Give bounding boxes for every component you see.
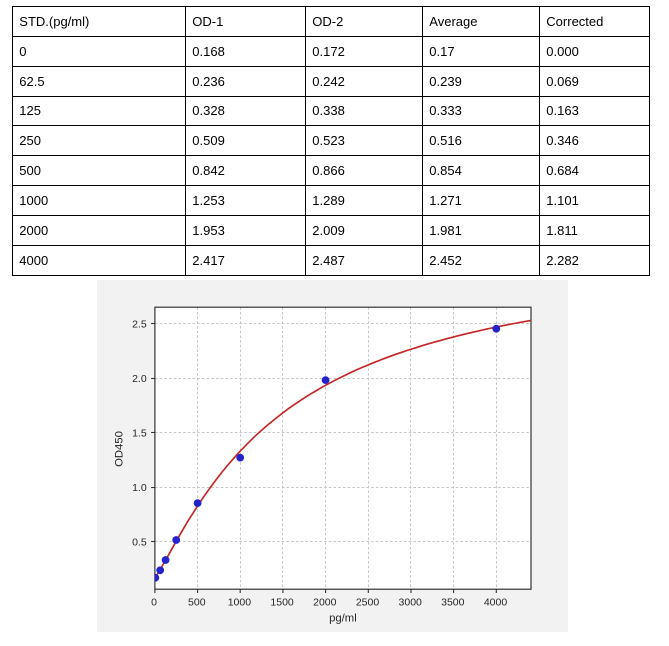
svg-text:4000: 4000: [484, 596, 508, 608]
svg-text:2.0: 2.0: [132, 373, 147, 385]
svg-text:pg/ml: pg/ml: [329, 613, 357, 625]
svg-text:2.5: 2.5: [132, 318, 147, 330]
svg-text:2500: 2500: [356, 596, 380, 608]
svg-text:1500: 1500: [270, 596, 294, 608]
svg-text:OD450: OD450: [114, 431, 126, 467]
svg-text:1.5: 1.5: [132, 427, 147, 439]
svg-text:0: 0: [151, 596, 157, 608]
svg-text:1000: 1000: [228, 596, 252, 608]
svg-text:500: 500: [188, 596, 206, 608]
svg-text:3500: 3500: [441, 596, 465, 608]
svg-text:3000: 3000: [399, 596, 423, 608]
svg-text:1.0: 1.0: [132, 482, 147, 494]
svg-text:0.5: 0.5: [132, 537, 147, 549]
svg-text:2000: 2000: [313, 596, 337, 608]
